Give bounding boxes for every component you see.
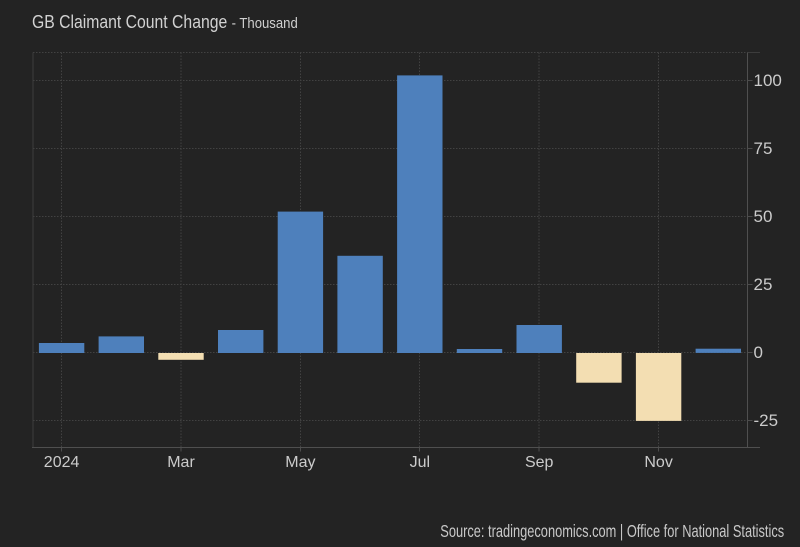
svg-text:-25: -25: [754, 411, 779, 430]
svg-text:Nov: Nov: [644, 454, 672, 471]
svg-text:75: 75: [754, 139, 773, 158]
svg-text:May: May: [285, 454, 315, 471]
svg-text:Mar: Mar: [167, 454, 195, 471]
svg-text:Sep: Sep: [525, 454, 554, 471]
svg-text:50: 50: [754, 207, 773, 226]
svg-text:25: 25: [754, 275, 773, 294]
svg-text:100: 100: [754, 71, 782, 90]
svg-text:Jul: Jul: [410, 454, 430, 471]
svg-text:2024: 2024: [44, 454, 80, 471]
svg-text:0: 0: [754, 343, 763, 362]
